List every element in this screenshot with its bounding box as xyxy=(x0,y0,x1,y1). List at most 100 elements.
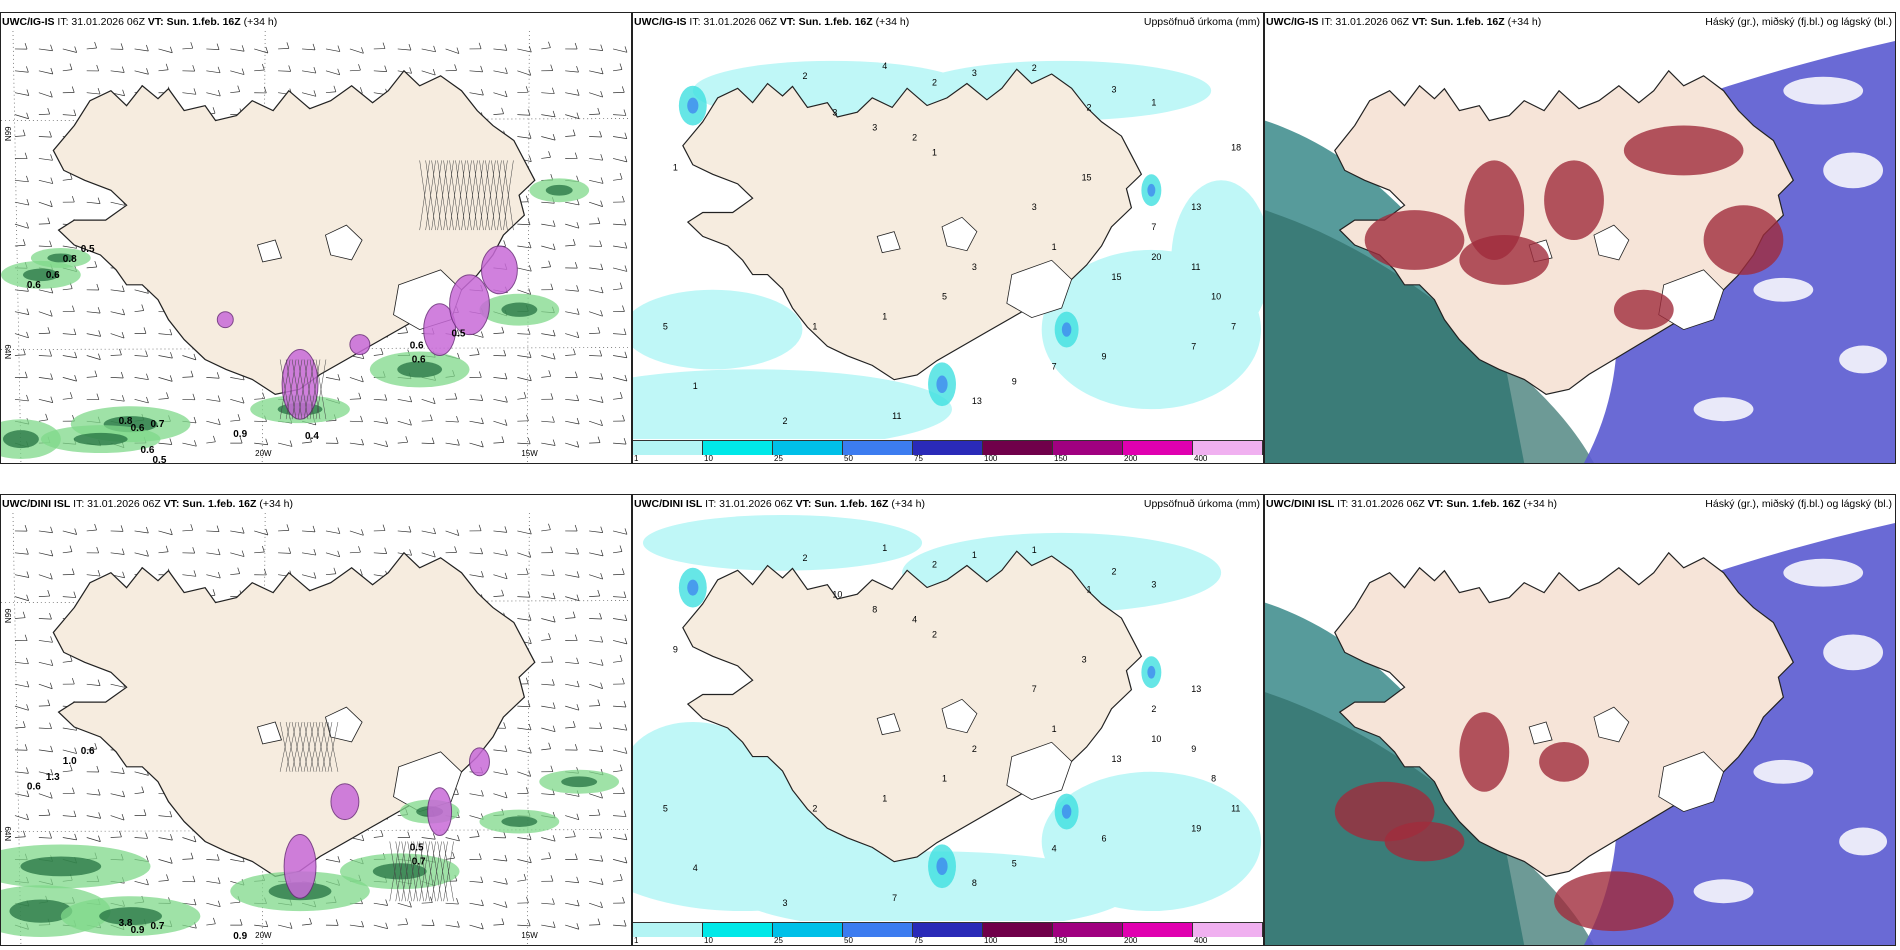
precip-value: 11 xyxy=(1231,804,1240,814)
accum-label: 0.7 xyxy=(412,856,426,867)
colorbar-label: 25 xyxy=(774,454,783,463)
colorbar-label: 50 xyxy=(844,936,853,945)
precip-value: 2 xyxy=(783,416,788,426)
precip-value: 2 xyxy=(1032,63,1037,73)
precip-value: 1 xyxy=(882,543,887,553)
accum-precip-panel-bottom: UWC/DINI ISL IT: 31.01.2026 06Z VT: Sun.… xyxy=(632,494,1264,946)
precip-value: 10 xyxy=(832,590,842,600)
precip-value: 11 xyxy=(892,411,901,421)
accum-label: 0.6 xyxy=(412,354,426,365)
precip-value: 7 xyxy=(1052,361,1057,371)
precip-value: 1 xyxy=(1032,545,1037,555)
accum-label: 0.6 xyxy=(81,746,95,757)
precip-value: 1 xyxy=(972,550,977,560)
precip-value: 7 xyxy=(1032,684,1037,694)
panel-title: UWC/DINI ISL IT: 31.01.2026 06Z VT: Sun.… xyxy=(1265,495,1895,513)
precip-cores xyxy=(678,85,1162,407)
accum-label: 0.9 xyxy=(233,429,247,440)
accum-label: 0.4 xyxy=(305,431,319,442)
precip-value: 1 xyxy=(882,312,887,322)
accum-label: 0.7 xyxy=(151,419,165,430)
colorbar-swatch xyxy=(913,440,983,455)
precip-value: 1 xyxy=(1151,98,1156,108)
accum-labels: 0.50.80.60.60.80.6 0.70.60.50.90.60.60.50… xyxy=(27,244,466,463)
colorbar-swatch xyxy=(913,922,983,937)
low-cloud xyxy=(1693,558,1888,904)
accum-label: 0.5 xyxy=(81,244,95,255)
precip-value: 8 xyxy=(872,605,877,615)
precip-value: 3 xyxy=(1111,85,1116,95)
accum-label: 0.9 xyxy=(131,925,145,936)
colorbar-label: 10 xyxy=(704,936,713,945)
precip-value: 2 xyxy=(1087,103,1092,113)
accum-label: 0.6 xyxy=(131,423,145,434)
precip-value: 1 xyxy=(942,774,947,784)
precip-value: 15 xyxy=(1082,172,1092,182)
precip-value: 9 xyxy=(1102,351,1107,361)
wind-precip-panel-top: UWC/IG-IS IT: 31.01.2026 06Z VT: Sun. 1.… xyxy=(0,12,632,464)
precip-value: 4 xyxy=(912,614,917,624)
precip-value: 1 xyxy=(812,322,817,332)
low-cloud xyxy=(1693,76,1888,422)
accum-label: 0.9 xyxy=(233,931,247,942)
colorbar-label: 400 xyxy=(1194,936,1208,945)
colorbar-swatch xyxy=(1123,922,1193,937)
precip-value: 5 xyxy=(942,292,947,302)
colorbar-label: 10 xyxy=(704,454,713,463)
colorbar-label: 1 xyxy=(634,454,639,463)
colorbar-label: 1 xyxy=(634,936,639,945)
colorbar-swatch xyxy=(1053,922,1123,937)
precip-value: 3 xyxy=(872,123,877,133)
iceland-land xyxy=(682,68,1143,381)
precip-value: 11 xyxy=(1191,262,1200,272)
iceland-land xyxy=(52,551,536,877)
precip-value: 9 xyxy=(1191,744,1196,754)
hatched-area xyxy=(279,721,454,902)
precip-value: 1 xyxy=(693,381,698,391)
accum-label: 0.6 xyxy=(410,341,424,352)
colorbar-label: 25 xyxy=(774,936,783,945)
precip-value: 4 xyxy=(693,863,698,873)
precip-value: 6 xyxy=(1102,833,1107,843)
precip-value: 3 xyxy=(972,68,977,78)
colorbar-swatch xyxy=(843,922,913,937)
precip-value: 19 xyxy=(1191,823,1201,833)
precip-value: 5 xyxy=(663,322,668,332)
precip-value: 2 xyxy=(802,71,807,81)
precip-value: 7 xyxy=(1191,341,1196,351)
accum-label: 3.8 xyxy=(119,918,133,929)
colorbar-swatch xyxy=(773,922,843,937)
accum-label: 1.3 xyxy=(46,772,60,783)
iceland-land xyxy=(1334,551,1795,877)
accum-label: 0.8 xyxy=(63,254,77,265)
accum-label: 0.7 xyxy=(151,921,165,932)
accum-label: 0.5 xyxy=(153,455,167,463)
colorbar-swatch xyxy=(703,440,773,455)
precip-value: 3 xyxy=(783,898,788,908)
precip-value: 2 xyxy=(1111,567,1116,577)
colorbar-label: 150 xyxy=(1054,454,1068,463)
lon-20w-label: 20W xyxy=(255,931,272,940)
lon-15w-label: 15W xyxy=(521,449,538,458)
precip-value: 10 xyxy=(1211,292,1221,302)
panel-title: UWC/IG-IS IT: 31.01.2026 06Z VT: Sun. 1.… xyxy=(1,13,631,31)
precip-value: 1 xyxy=(1052,724,1057,734)
colorbar-label: 400 xyxy=(1194,454,1208,463)
colorbar-label: 50 xyxy=(844,454,853,463)
lat-64n-label: 64N xyxy=(3,345,12,360)
colorbar-swatch xyxy=(1193,922,1263,937)
panel-title: UWC/IG-IS IT: 31.01.2026 06Z VT: Sun. 1.… xyxy=(1265,13,1895,31)
precip-value: 8 xyxy=(1211,774,1216,784)
precip-value: 1 xyxy=(932,147,937,157)
precip-colorbar: 1 10 25 50 75 100 150 200 400 xyxy=(633,439,1263,463)
accum-precip-map: 2 4 2 3 2 2 3 1 1 3 3 2 1 1 1 5 3 1 15 20 11 10 7 7 9 7 9 13 11 2 1 5 3 7… xyxy=(633,31,1263,439)
precip-value: 1 xyxy=(1087,585,1092,595)
accum-label: 0.6 xyxy=(27,782,41,793)
colorbar-swatch xyxy=(1193,440,1263,455)
precip-value: 2 xyxy=(932,78,937,88)
precip-value: 2 xyxy=(932,629,937,639)
precip-value: 3 xyxy=(1032,202,1037,212)
colorbar-swatch xyxy=(633,922,703,937)
